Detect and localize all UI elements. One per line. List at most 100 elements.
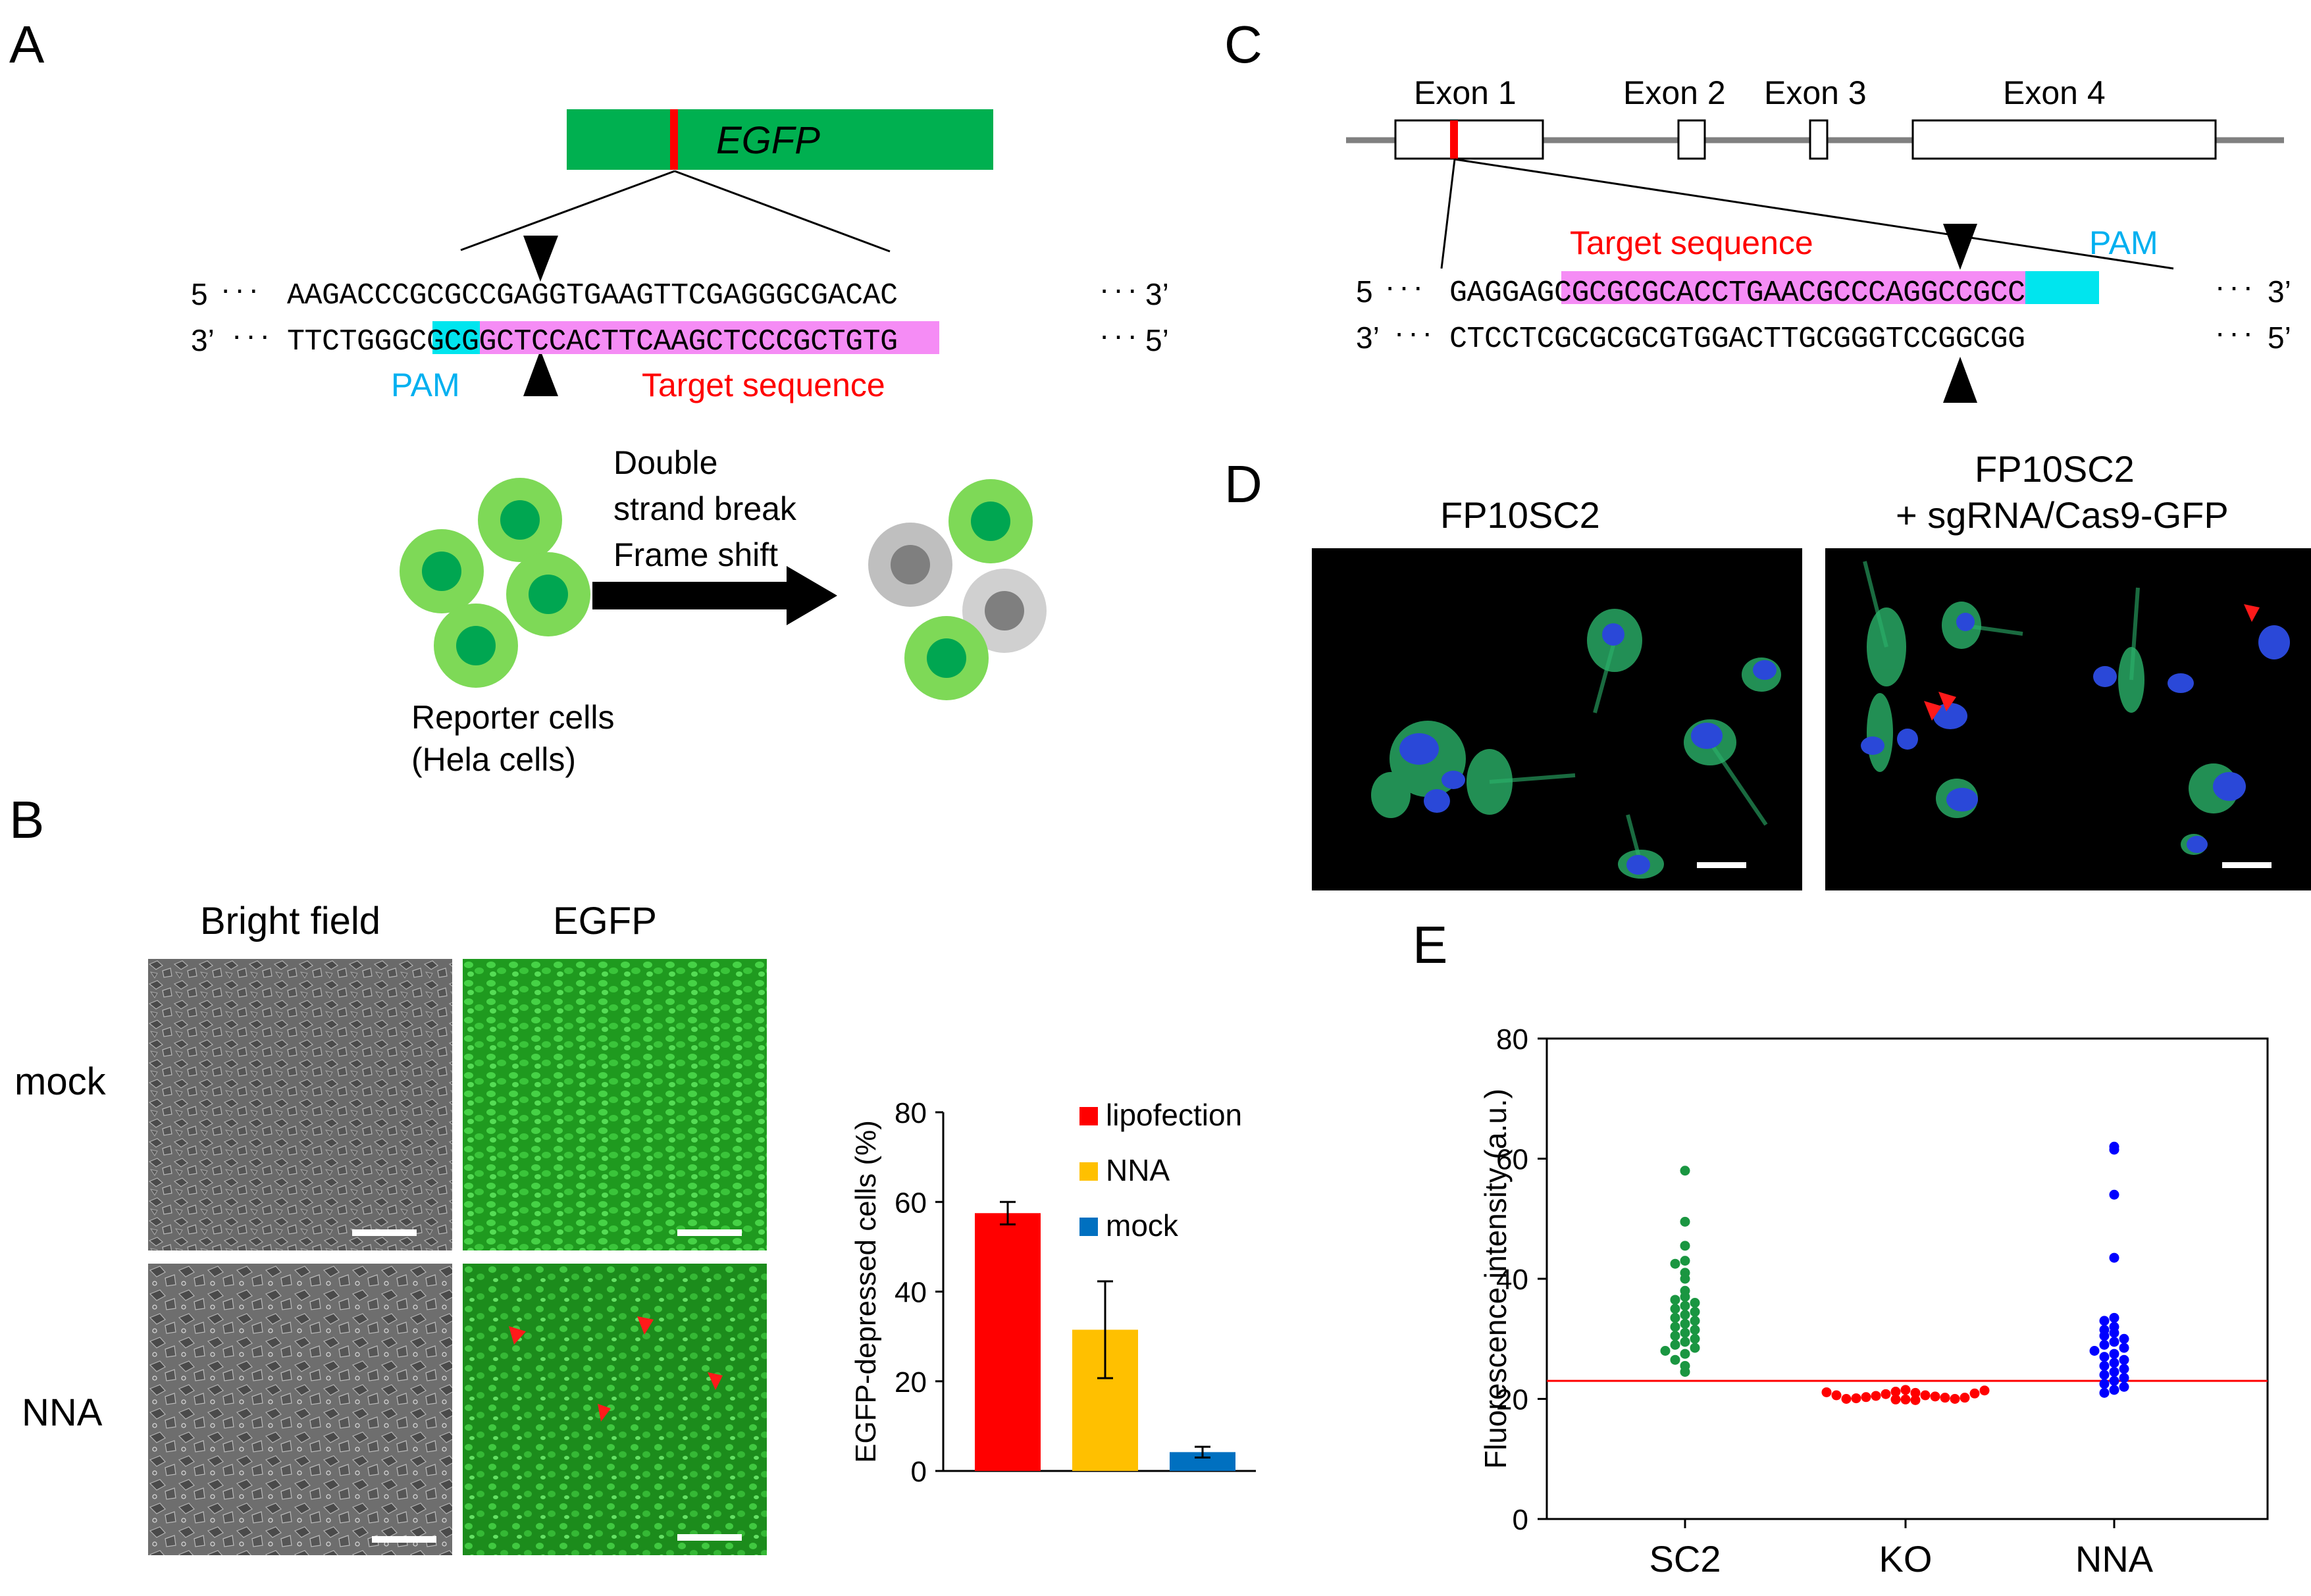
data-point <box>1910 1395 1921 1405</box>
data-point <box>2109 1349 2119 1359</box>
brightfield-mock-image <box>148 959 452 1250</box>
data-point <box>2119 1364 2129 1374</box>
data-point <box>1690 1325 1700 1335</box>
data-point <box>2099 1331 2110 1341</box>
data-point <box>1680 1310 1690 1320</box>
seq-a-top-5prime: 5 <box>191 277 208 311</box>
panel-a-letter: A <box>9 15 45 74</box>
seq-c-top-3prime: 3’ <box>2268 274 2291 309</box>
scale-bar <box>677 1229 742 1236</box>
scale-bar <box>2222 862 2272 868</box>
exon-1-box <box>1394 119 1544 160</box>
cut-arrow-bottom <box>523 350 558 396</box>
y-axis-label: EGFP-depressed cells (%) <box>850 1120 882 1463</box>
target-sequence-label-a: Target sequence <box>642 367 885 403</box>
data-point <box>1680 1300 1690 1311</box>
brightfield-nna-image <box>148 1264 452 1555</box>
seq-a-top-dots-left: ··· <box>221 272 263 306</box>
bar-lipofection <box>975 1213 1041 1471</box>
frame-shift-arrow <box>592 566 837 625</box>
data-point <box>2099 1360 2110 1371</box>
data-point <box>1680 1337 1690 1347</box>
data-point <box>1930 1391 1940 1402</box>
seq-c-bottom: CTCCTCGCGCGCGTGGACTTGCGGGTCCGGCGG <box>1449 322 2025 356</box>
data-point <box>1841 1394 1852 1404</box>
data-point <box>1979 1385 1990 1396</box>
data-point <box>2099 1352 2110 1362</box>
data-point <box>1890 1394 1901 1404</box>
data-point <box>1900 1394 1911 1404</box>
zoom-line-left <box>460 170 675 251</box>
cut-arrow-top <box>523 236 558 282</box>
data-point <box>1690 1343 1700 1353</box>
exon-1-label: Exon 1 <box>1414 74 1517 111</box>
data-point <box>2109 1312 2119 1323</box>
egfp-cut-site-mark <box>670 109 678 170</box>
legend-label: mock <box>1106 1208 1179 1243</box>
exon-2-label: Exon 2 <box>1623 74 1726 111</box>
data-point <box>1670 1339 1680 1350</box>
data-point <box>1690 1333 1700 1344</box>
data-point <box>1920 1390 1931 1401</box>
data-point <box>1670 1354 1680 1365</box>
exon-4-box <box>1911 119 2217 160</box>
seq-c-top-5prime: 5 <box>1356 274 1373 309</box>
data-point <box>1670 1322 1680 1332</box>
data-point <box>1831 1390 1842 1401</box>
b-row-label-mock: mock <box>14 1060 106 1103</box>
pam-label-c: PAM <box>2089 224 2158 261</box>
data-point <box>1940 1393 1950 1403</box>
egfp-gene-label: EGFP <box>716 119 820 162</box>
data-point <box>2109 1358 2119 1368</box>
data-point <box>1680 1256 1690 1266</box>
data-point <box>1890 1387 1901 1397</box>
egfp-mock-image <box>463 959 767 1250</box>
cut-arrow-c-bottom <box>1943 357 1977 403</box>
b-col-label-bright-field: Bright field <box>200 900 381 942</box>
data-point <box>2119 1373 2129 1383</box>
d-right-title-line2: + sgRNA/Cas9-GFP <box>1896 494 2229 536</box>
data-point <box>2099 1316 2110 1326</box>
y-tick-label: 80 <box>1496 1023 1528 1056</box>
zoom-line-c-left <box>1440 159 1456 269</box>
seq-c-bottom-dots-left: ··· <box>1394 315 1436 349</box>
y-tick-label: 0 <box>911 1456 927 1488</box>
legend-swatch <box>1079 1162 1098 1181</box>
target-highlight-c <box>1561 271 2025 304</box>
b-col-label-egfp: EGFP <box>553 900 657 942</box>
data-point <box>2119 1354 2129 1365</box>
seq-c-bottom-dots-right: ··· <box>2215 315 2257 349</box>
panel-a: A EGFP 5 ··· AAGACCCGCGCCGAGGTGAAGTTCGAG… <box>0 0 1185 803</box>
d-right-title-line1: FP10SC2 <box>1975 448 2135 490</box>
data-point <box>1680 1291 1690 1302</box>
exon-2-box <box>1677 119 1706 160</box>
panel-b: B Bright field EGFP mock NNA <box>0 790 1316 1596</box>
data-point <box>2119 1333 2129 1344</box>
data-point <box>2099 1339 2110 1350</box>
reporter-cells-text: Reporter cells (Hela cells) <box>411 699 615 778</box>
data-point <box>1680 1166 1690 1176</box>
scale-bar <box>372 1536 436 1543</box>
y-tick-label: 0 <box>1513 1504 1528 1536</box>
fluorescence-image-sgrna-cas9 <box>1825 548 2311 890</box>
data-point <box>1670 1312 1680 1323</box>
plot-frame <box>1545 1037 2269 1520</box>
exon-3-box <box>1809 119 1829 160</box>
fluorescence-image-fp10sc2 <box>1312 548 1802 890</box>
egfp-nna-image <box>463 1264 767 1555</box>
data-point <box>2089 1346 2100 1356</box>
y-tick-label: 80 <box>895 1097 927 1129</box>
data-point <box>1690 1316 1700 1326</box>
scatter-chart-fluorescence: 0 20 40 60 80 Fluorescence intensity (a.u.) SC… <box>1478 1023 2269 1580</box>
seq-a-bottom-3prime: 3’ <box>191 323 215 357</box>
panel-c-letter: C <box>1224 15 1262 74</box>
data-point <box>1680 1366 1690 1377</box>
seq-a-bottom-5prime: 5’ <box>1145 323 1169 357</box>
data-point <box>1680 1241 1690 1251</box>
data-point <box>1969 1388 1980 1399</box>
panel-a-graphics <box>400 170 1047 700</box>
legend-swatch <box>1079 1218 1098 1236</box>
y-tick-label: 20 <box>895 1366 927 1399</box>
target-sequence-label-c: Target sequence <box>1570 224 1813 261</box>
data-point <box>1910 1387 1921 1398</box>
